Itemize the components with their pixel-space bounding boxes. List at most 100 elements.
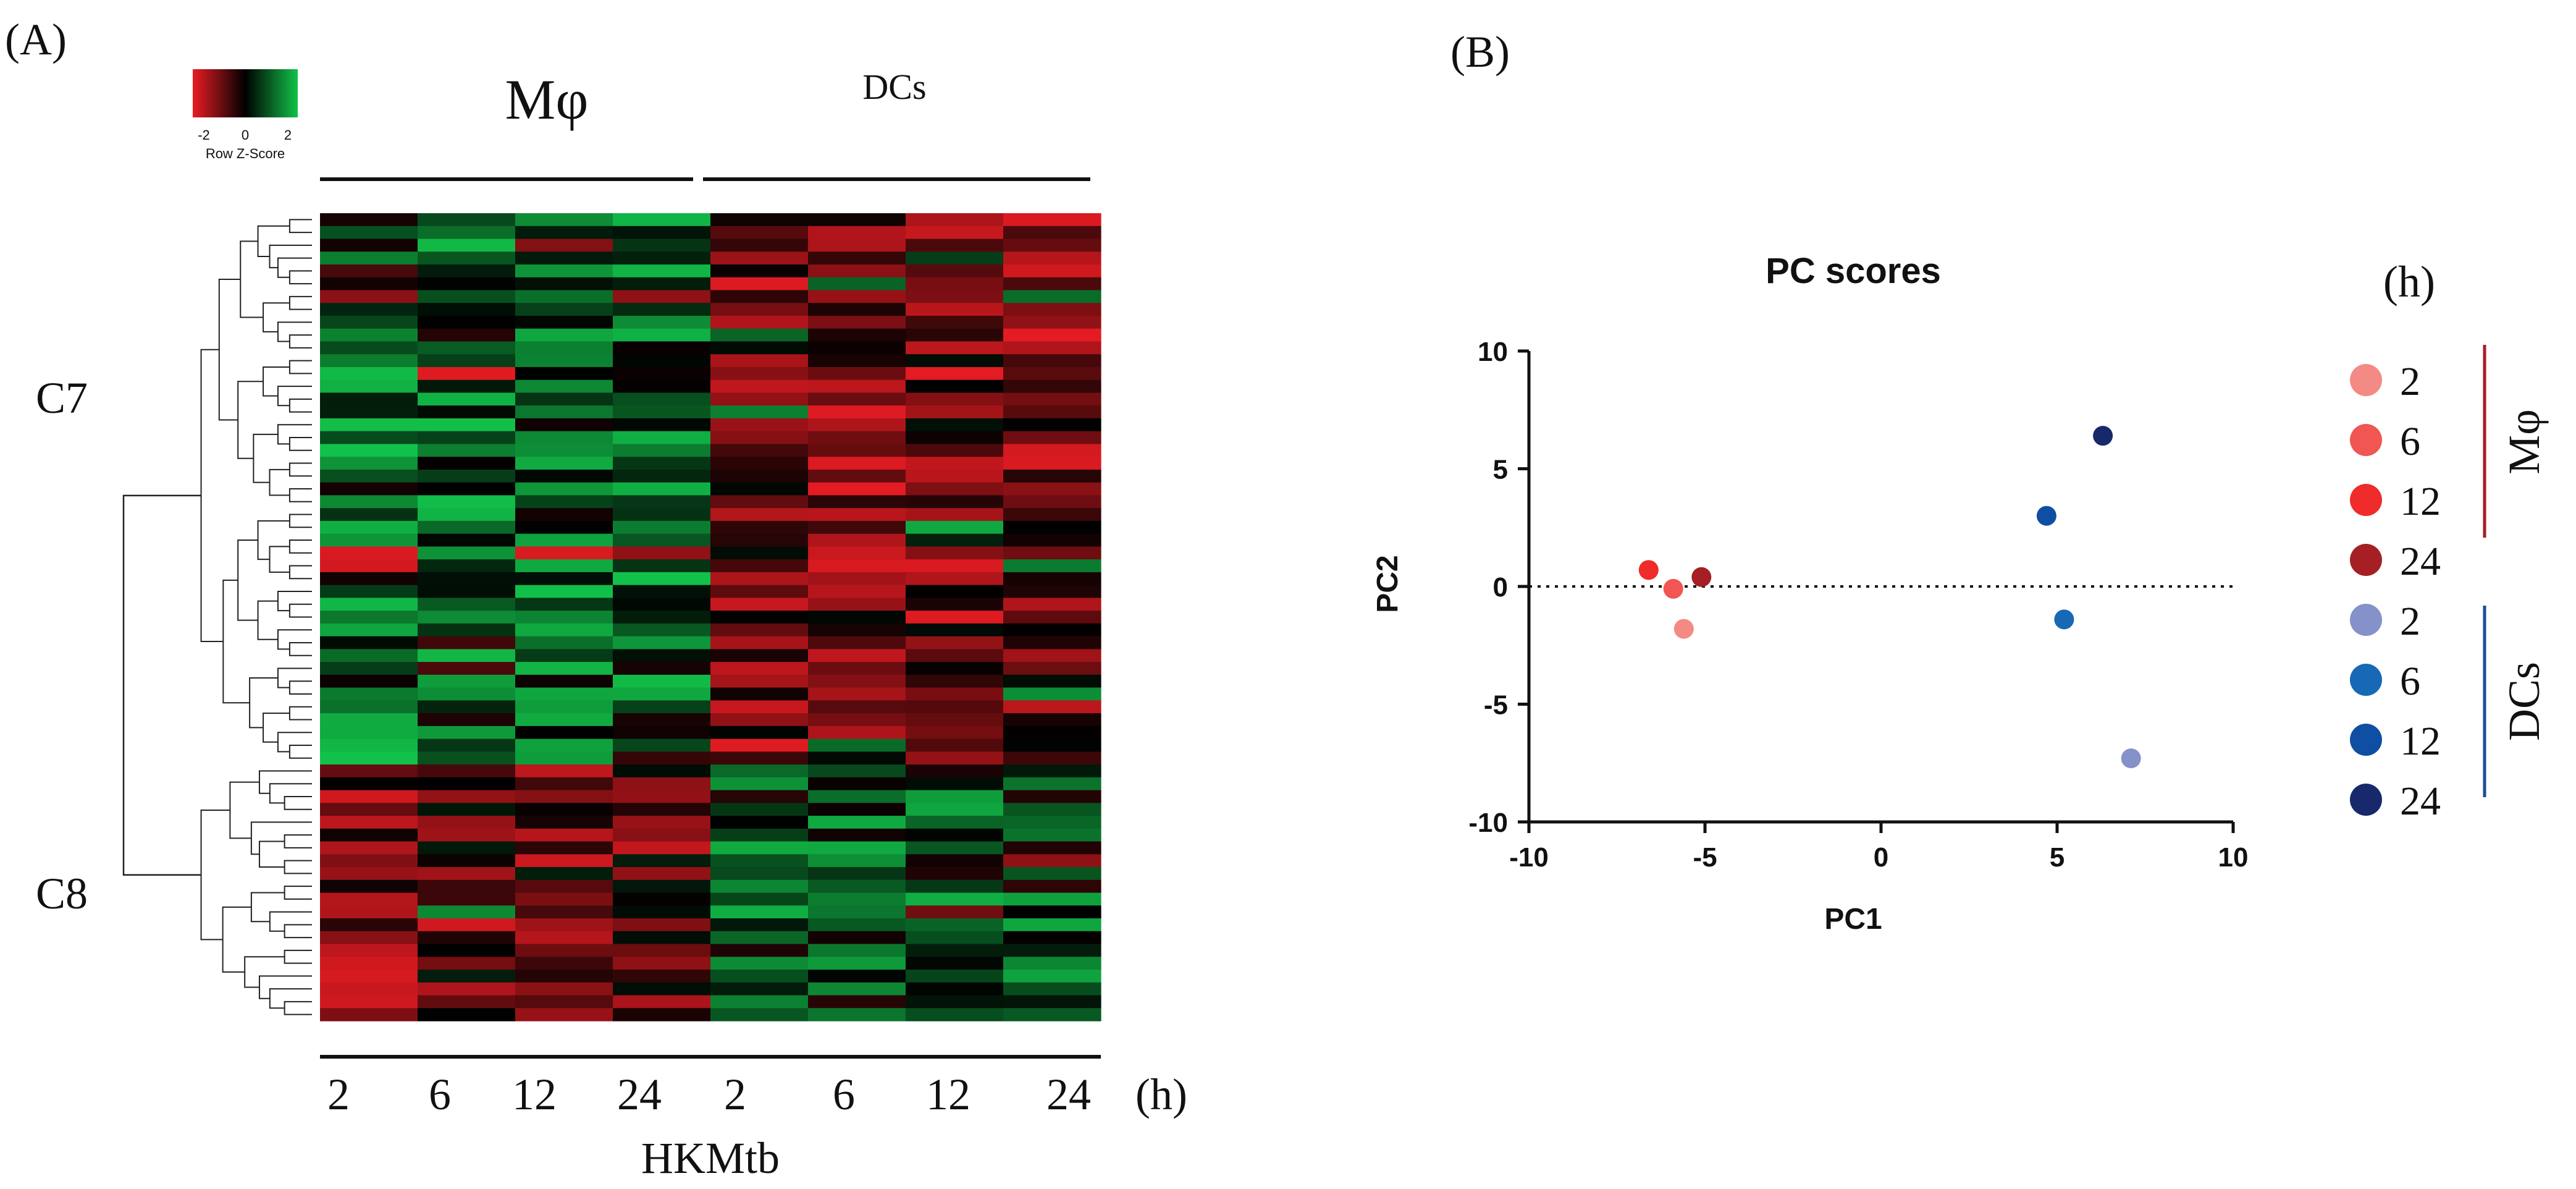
data-point [1663,578,1683,599]
heatmap-cell [1003,970,1101,983]
heatmap-cell [710,713,809,727]
heatmap-cell [613,341,711,355]
heatmap-cell [906,931,1004,945]
heatmap-cell [515,328,613,342]
legend-marker [2350,604,2382,636]
heatmap-cell [418,674,516,688]
dendrogram-branch [288,360,312,374]
heatmap-cell [808,457,906,470]
heatmap-cell [418,495,516,509]
heatmap-cell [710,649,809,662]
heatmap-cell [1003,431,1101,445]
heatmap-cell [1003,252,1101,265]
heatmap-cell [1003,341,1101,355]
heatmap-cell [1003,816,1101,829]
heatmap-cell [906,662,1004,675]
dendrogram-branch [284,1001,312,1015]
dendrogram-branch [250,892,285,923]
heatmap-cell [613,751,711,765]
y-tick-label: 5 [1493,455,1508,485]
heatmap-cell [808,662,906,675]
heatmap-cell [808,636,906,650]
heatmap-cell [808,726,906,740]
heatmap-cell [1003,713,1101,727]
heatmap-cell [320,226,418,240]
heatmap-cell [515,252,613,265]
heatmap-cell [320,457,418,470]
heatmap-cell [515,790,613,803]
heatmap-cell [418,803,516,816]
unit-label: (h) [1135,1070,1187,1119]
heatmap-cell [808,585,906,598]
heatmap-cell [613,687,711,701]
heatmap-cell [613,995,711,1009]
heatmap-cell [418,572,516,586]
heatmap-cell [515,290,613,303]
heatmap-cell [320,213,418,227]
legend-label: 6 [2400,659,2420,704]
heatmap-cell [906,508,1004,522]
heatmap-cell [515,662,613,675]
heatmap-cell [515,457,613,470]
dendrogram-branch [257,520,290,561]
dendrogram-branch [288,706,312,721]
dendrogram-branch [222,906,251,973]
heatmap-cell [906,726,1004,740]
heatmap-cell [1003,905,1101,919]
dendrogram-branch [277,629,312,650]
heatmap-cell [515,687,613,701]
heatmap-cell [320,405,418,419]
heatmap-cell [515,1008,613,1022]
heatmap-cell [710,700,809,714]
heatmap-cell [320,931,418,945]
heatmap-cell [515,495,613,509]
dendrogram-branch [288,462,312,477]
legend-marker [2350,664,2382,696]
legend-group-label-dcs: DCs [2499,662,2549,741]
legend-label: 12 [2400,479,2441,524]
heatmap-cell [1003,957,1101,970]
heatmap-cell [320,764,418,778]
heatmap-cell [613,418,711,432]
heatmap-cell [613,611,711,624]
heatmap-cell [906,303,1004,316]
heatmap-cell [515,636,613,650]
heatmap-cell [710,457,809,470]
heatmap-cell [418,944,516,957]
heatmap-cell [808,379,906,394]
heatmap-cell [808,918,906,932]
row-dendrogram [122,219,312,1015]
heatmap-cell [1003,636,1101,650]
heatmap-cell [418,854,516,868]
heatmap-cell [710,816,809,829]
heatmap-cell [808,315,906,329]
heatmap-cell [320,713,418,727]
heatmap-cell [418,892,516,906]
heatmap-cell [320,687,418,701]
heatmap-cell [418,252,516,265]
heatmap-cell [1003,213,1101,227]
heatmap-cell [515,315,613,329]
heatmap-cell [1003,674,1101,688]
heatmap-cell [808,623,906,637]
heatmap-cell [515,841,613,855]
heatmap-cell [906,239,1004,252]
heatmap-cell [515,520,613,535]
heatmap-cell [515,392,613,406]
heatmap-cell [808,341,906,355]
heatmap-cell [613,944,711,957]
heatmap-cell [710,879,809,894]
heatmap-cell [613,495,711,509]
heatmap-cell [613,982,711,996]
dendrogram-branch [263,366,290,397]
heatmap-cell [320,790,418,803]
heatmap-cell [515,828,613,842]
dendrogram-branch [258,770,312,794]
heatmap-cell [418,598,516,611]
heatmap-cell [710,777,809,791]
heatmap-cell [1003,611,1101,624]
heatmap-cell [710,931,809,945]
heatmap-cell [418,277,516,291]
heatmap-cell [418,354,516,368]
heatmap-cell [906,623,1004,637]
